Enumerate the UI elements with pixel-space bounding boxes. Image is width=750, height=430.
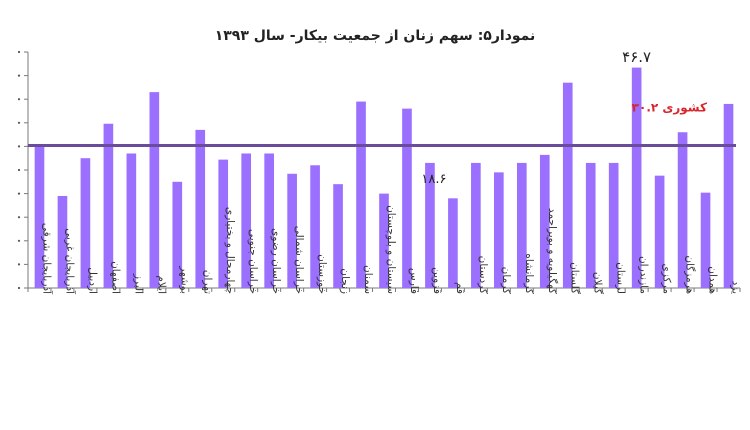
- y-tick-dot: [17, 145, 21, 148]
- bar: [34, 144, 45, 288]
- bar: [103, 123, 114, 288]
- category-label: مازندران: [638, 256, 650, 294]
- bar: [356, 101, 366, 288]
- category-label: البرز: [132, 273, 144, 294]
- category-label: لرستان: [615, 262, 627, 294]
- bar: [126, 153, 137, 288]
- bar: [379, 193, 389, 288]
- y-tick-dot: [17, 239, 21, 242]
- category-label: اردبیل: [86, 267, 98, 294]
- y-tick-dot: [17, 121, 21, 124]
- bar: [149, 92, 160, 289]
- bar: [402, 108, 412, 288]
- category-label: کردستان: [477, 256, 489, 294]
- bar: [241, 153, 252, 288]
- bar: [57, 195, 68, 288]
- category-label: آذربایجان غربی: [63, 228, 76, 295]
- category-label: چهارمحال و بختیاری: [224, 207, 236, 294]
- bar: [195, 129, 206, 288]
- bar: [471, 162, 481, 288]
- annotation-min: ۱۸.۶: [421, 172, 446, 187]
- category-label: مرکزی: [661, 264, 673, 294]
- chart-title: نمودار۵: سهم زنان از جمعیت بیکار- سال ۱۳…: [214, 28, 536, 44]
- category-label: خراسان شمالی: [293, 226, 305, 294]
- category-label: همدان: [707, 266, 719, 294]
- category-label: گیلان: [592, 272, 605, 294]
- bar: [494, 172, 504, 288]
- bar: [700, 192, 711, 288]
- y-tick-dot: [17, 216, 21, 219]
- category-label: قزوین: [431, 267, 443, 294]
- bar: [608, 162, 619, 288]
- category-label: سیستان و بلوچستان: [385, 205, 397, 294]
- category-label: کهگیلویه و بویراحمد: [546, 208, 559, 294]
- bar: [310, 165, 320, 288]
- y-tick-dot: [17, 50, 21, 54]
- y-tick-dot: [17, 286, 21, 290]
- category-label: خراسان رضوی: [270, 228, 282, 294]
- bar: [631, 67, 642, 289]
- category-label: گلستان: [569, 262, 582, 294]
- bar: [654, 175, 665, 288]
- category-label: هرمزگان: [684, 255, 697, 294]
- y-tick-dot: [17, 168, 21, 172]
- category-label: قم: [454, 282, 466, 294]
- category-label: خوزستان: [316, 254, 328, 294]
- bar: [539, 154, 550, 288]
- reference-line-label: کشوری ۳۰.۲: [632, 100, 707, 115]
- bar: [218, 159, 229, 288]
- bar: [287, 173, 297, 288]
- bar: [172, 181, 183, 288]
- category-label: تهران: [201, 270, 213, 294]
- category-label: خراسان جنوبی: [247, 229, 259, 294]
- category-label: زنجان: [339, 268, 351, 294]
- category-label: ایلام: [155, 275, 167, 294]
- bar: [677, 132, 688, 288]
- category-label: آذربایجان شرقی: [40, 223, 53, 295]
- annotation-max: ۴۶.۷: [622, 48, 651, 66]
- category-label: یزد: [730, 281, 742, 294]
- bar: [723, 103, 734, 288]
- y-tick-dot: [17, 263, 21, 266]
- category-label: کرمانشاه: [523, 253, 535, 294]
- y-tick-dot: [17, 192, 21, 195]
- y-tick-dot: [17, 74, 21, 77]
- bar: [585, 162, 596, 288]
- bar: [448, 198, 458, 288]
- category-label: اصفهان: [109, 261, 121, 294]
- bar: [562, 82, 573, 289]
- bar: [516, 162, 527, 288]
- bar: [264, 153, 274, 288]
- category-label: بوشهر: [178, 265, 190, 294]
- category-label: فارس: [408, 268, 420, 294]
- category-label: سمنان: [362, 265, 374, 294]
- category-label: کرمان: [500, 267, 512, 294]
- bar: [425, 162, 435, 288]
- bar: [80, 158, 91, 288]
- y-tick-dot: [17, 98, 21, 101]
- bar: [333, 184, 343, 288]
